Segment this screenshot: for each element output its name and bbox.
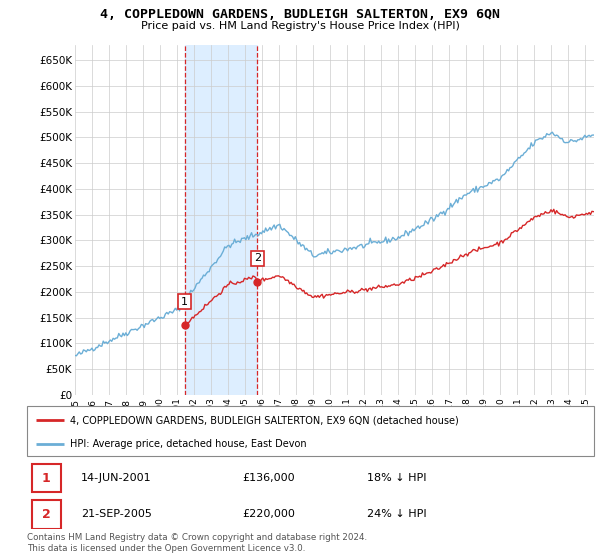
Text: Price paid vs. HM Land Registry's House Price Index (HPI): Price paid vs. HM Land Registry's House … (140, 21, 460, 31)
FancyBboxPatch shape (27, 406, 594, 456)
Bar (185, 45, 257, 395)
Text: HPI: Average price, detached house, East Devon: HPI: Average price, detached house, East… (70, 439, 306, 449)
Text: 14-JUN-2001: 14-JUN-2001 (81, 473, 151, 483)
Text: Contains HM Land Registry data © Crown copyright and database right 2024.
This d: Contains HM Land Registry data © Crown c… (27, 533, 367, 553)
FancyBboxPatch shape (32, 464, 61, 492)
Text: 1: 1 (181, 297, 188, 307)
Text: 24% ↓ HPI: 24% ↓ HPI (367, 510, 427, 520)
Text: 2: 2 (42, 508, 50, 521)
Text: 4, COPPLEDOWN GARDENS, BUDLEIGH SALTERTON, EX9 6QN (detached house): 4, COPPLEDOWN GARDENS, BUDLEIGH SALTERTO… (70, 415, 458, 425)
Text: 1: 1 (42, 472, 50, 484)
Text: 4, COPPLEDOWN GARDENS, BUDLEIGH SALTERTON, EX9 6QN: 4, COPPLEDOWN GARDENS, BUDLEIGH SALTERTO… (100, 8, 500, 21)
Text: 18% ↓ HPI: 18% ↓ HPI (367, 473, 427, 483)
Text: £136,000: £136,000 (242, 473, 295, 483)
Text: £220,000: £220,000 (242, 510, 295, 520)
FancyBboxPatch shape (32, 500, 61, 529)
Text: 2: 2 (254, 254, 261, 263)
Text: 21-SEP-2005: 21-SEP-2005 (81, 510, 152, 520)
